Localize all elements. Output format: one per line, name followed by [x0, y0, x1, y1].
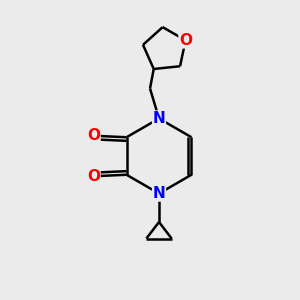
Text: O: O — [179, 33, 192, 48]
Text: O: O — [87, 128, 100, 143]
Text: O: O — [87, 169, 100, 184]
Text: N: N — [153, 111, 165, 126]
Text: N: N — [153, 186, 165, 201]
